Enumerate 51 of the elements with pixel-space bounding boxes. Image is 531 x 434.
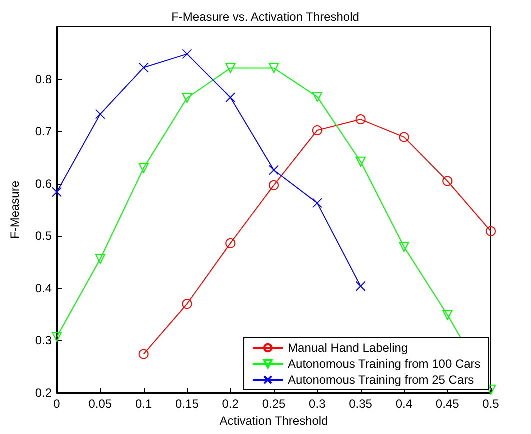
point bbox=[226, 63, 236, 74]
x-tick-label: 0.05 bbox=[88, 397, 112, 411]
point bbox=[138, 62, 149, 73]
point bbox=[52, 187, 62, 198]
point bbox=[182, 299, 192, 310]
point bbox=[399, 132, 410, 142]
x-tick-label: 0.4 bbox=[396, 397, 413, 411]
point bbox=[312, 198, 322, 208]
x-tick-label: 0.45 bbox=[436, 397, 460, 411]
point bbox=[486, 226, 496, 236]
chart-title: F-Measure vs. Activation Threshold bbox=[172, 10, 360, 24]
point bbox=[356, 281, 366, 292]
point bbox=[442, 310, 453, 320]
point bbox=[182, 49, 192, 60]
legend-label: Manual Hand Labeling bbox=[288, 341, 408, 355]
y-tick-label: 0.7 bbox=[35, 124, 52, 139]
x-tick-label: 0 bbox=[54, 397, 61, 411]
x-tick-label: 0.3 bbox=[309, 397, 326, 411]
x-axis-title: Activation Threshold bbox=[220, 414, 328, 428]
point bbox=[95, 109, 106, 120]
y-tick-label: 0.6 bbox=[35, 176, 52, 191]
y-tick-label: 0.8 bbox=[35, 72, 52, 86]
point bbox=[226, 92, 236, 103]
point bbox=[442, 176, 453, 186]
x-tick-label: 0.5 bbox=[482, 397, 500, 411]
y-axis-title: F-Measure bbox=[8, 180, 22, 240]
x-tick-label: 0.15 bbox=[176, 397, 200, 411]
x-tick-label: 0.25 bbox=[262, 397, 286, 411]
point bbox=[269, 165, 279, 176]
legend-label: Autonomous Training from 100 Cars bbox=[288, 357, 481, 371]
point bbox=[356, 156, 366, 167]
point bbox=[269, 180, 279, 190]
y-tick-label: 0.4 bbox=[35, 281, 52, 296]
point bbox=[52, 332, 62, 342]
point bbox=[269, 63, 279, 74]
point bbox=[95, 254, 106, 264]
y-tick-label: 0.5 bbox=[35, 229, 52, 244]
y-tick-label: 0.2 bbox=[35, 386, 52, 400]
y-tick-label: 0.3 bbox=[35, 334, 52, 348]
legend-label: Autonomous Training from 25 Cars bbox=[288, 373, 474, 387]
point bbox=[138, 163, 149, 174]
point bbox=[399, 242, 410, 252]
x-tick-label: 0.2 bbox=[222, 397, 240, 411]
point bbox=[226, 238, 236, 248]
point bbox=[312, 126, 322, 136]
point bbox=[182, 93, 192, 104]
point bbox=[312, 92, 322, 102]
x-tick-label: 0.35 bbox=[349, 397, 373, 411]
point bbox=[138, 349, 149, 360]
point bbox=[356, 114, 366, 125]
x-tick-label: 0.1 bbox=[135, 397, 152, 411]
